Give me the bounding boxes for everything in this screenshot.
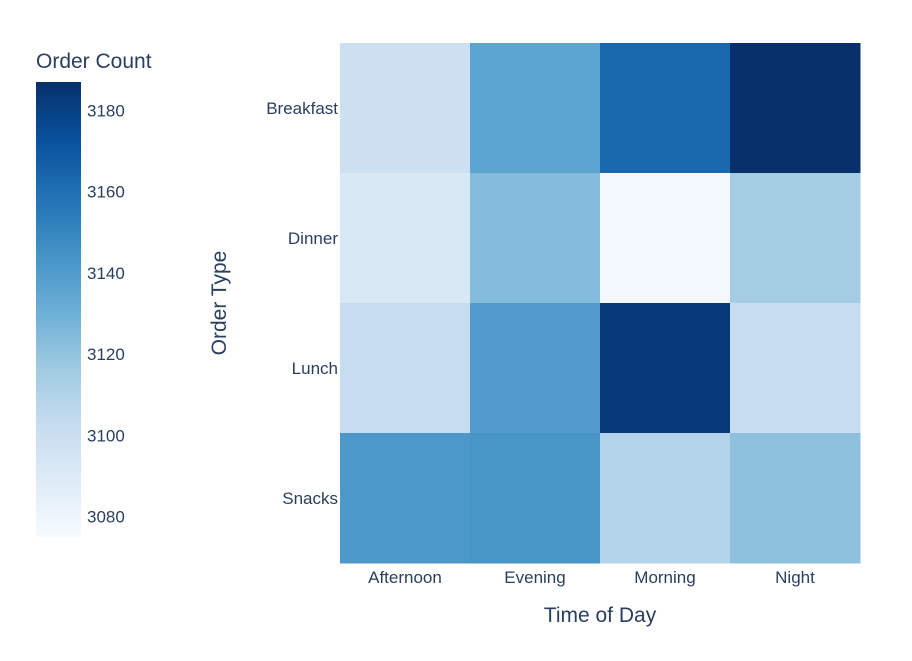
heatmap-cell-dinner-evening — [470, 173, 601, 304]
heatmap-cell-breakfast-morning — [600, 43, 731, 174]
heatmap-cell-snacks-evening — [470, 433, 601, 564]
x-axis-title: Time of Day — [544, 604, 657, 627]
heatmap-cell-snacks-night — [730, 433, 861, 564]
colorbar-title: Order Count — [36, 50, 152, 73]
colorbar: Order Count 3080 3100 3120 3140 3160 3180 — [36, 50, 152, 537]
x-tick-label: Afternoon — [368, 568, 442, 587]
y-tick-label: Dinner — [288, 229, 338, 248]
heatmap-cells — [340, 43, 861, 564]
colorbar-tick-label: 3180 — [87, 101, 125, 120]
y-tick-label: Lunch — [292, 359, 338, 378]
heatmap-cell-dinner-afternoon — [340, 173, 471, 304]
heatmap-cell-lunch-night — [730, 303, 861, 434]
heatmap-cell-lunch-morning — [600, 303, 731, 434]
x-tick-label: Evening — [504, 568, 565, 587]
heatmap-cell-snacks-morning — [600, 433, 731, 564]
colorbar-tick-label: 3140 — [87, 264, 125, 283]
heatmap-cell-dinner-morning — [600, 173, 731, 304]
heatmap-cell-dinner-night — [730, 173, 861, 304]
heatmap-cell-snacks-afternoon — [340, 433, 471, 564]
colorbar-tick-label: 3160 — [87, 183, 125, 202]
y-tick-label: Breakfast — [266, 99, 338, 118]
heatmap-cell-breakfast-night — [730, 43, 861, 174]
colorbar-tick-label: 3100 — [87, 426, 125, 445]
colorbar-ticks: 3080 3100 3120 3140 3160 3180 — [87, 101, 125, 526]
heatmap-cell-breakfast-evening — [470, 43, 601, 174]
x-tick-label: Night — [775, 568, 815, 587]
y-axis-tick-labels: Breakfast Dinner Lunch Snacks — [266, 99, 338, 508]
heatmap-cell-breakfast-afternoon — [340, 43, 471, 174]
y-tick-label: Snacks — [282, 489, 338, 508]
heatmap-cell-lunch-afternoon — [340, 303, 471, 434]
x-axis-tick-labels: Afternoon Evening Morning Night — [368, 568, 815, 587]
colorbar-tick-label: 3120 — [87, 345, 125, 364]
colorbar-tick-label: 3080 — [87, 508, 125, 527]
heatmap-cell-lunch-evening — [470, 303, 601, 434]
x-tick-label: Morning — [634, 568, 695, 587]
y-axis-title: Order Type — [208, 251, 231, 356]
colorbar-gradient-bar — [36, 82, 81, 537]
